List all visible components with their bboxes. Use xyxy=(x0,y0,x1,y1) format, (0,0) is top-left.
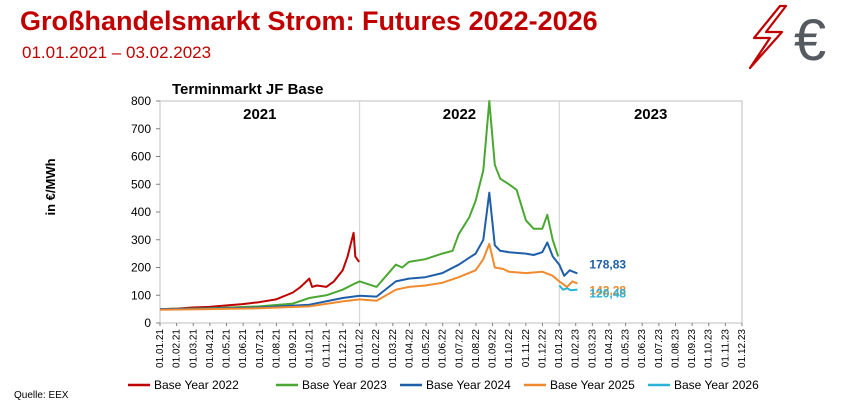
page-title: Großhandelsmarkt Strom: Futures 2022-202… xyxy=(20,6,598,36)
y-tick-label: 700 xyxy=(131,122,151,136)
euro-symbol: € xyxy=(794,8,826,70)
legend-label: Base Year 2026 xyxy=(674,378,759,392)
legend-label: Base Year 2022 xyxy=(154,378,239,392)
y-tick-label: 500 xyxy=(131,177,151,191)
x-tick-label: 01.05.23 xyxy=(621,329,632,368)
y-tick-label: 200 xyxy=(131,261,151,275)
plot-frame xyxy=(159,100,743,324)
series-line-base-year-2026 xyxy=(558,284,578,292)
x-tick-label: 01.05.22 xyxy=(421,329,432,368)
series-line-base-year-2022 xyxy=(159,231,360,311)
y-tick-label: 600 xyxy=(131,150,151,164)
chart-title: Terminmarkt JF Base xyxy=(172,81,323,98)
lightning-euro-icon: € xyxy=(748,4,826,70)
chart-legend: Base Year 2022 Base Year 2023 Base Year 20… xyxy=(128,378,759,392)
x-tick-label: 01.12.23 xyxy=(737,329,748,368)
x-tick-label: 01.09.23 xyxy=(687,329,698,368)
x-tick-label: 01.10.23 xyxy=(704,329,715,368)
x-tick-label: 01.04.21 xyxy=(205,329,216,368)
x-tick-label: 01.06.23 xyxy=(637,329,648,368)
legend-label: Base Year 2025 xyxy=(550,378,635,392)
x-tick-label: 01.09.22 xyxy=(488,329,499,368)
series-line-base-year-2025 xyxy=(159,242,578,311)
y-tick-label: 800 xyxy=(131,94,151,108)
end-value-label: 178,83 xyxy=(589,257,626,271)
x-tick-label: 01.11.22 xyxy=(521,329,532,368)
year-label: 2021 xyxy=(243,106,276,123)
x-tick-label: 01.05.21 xyxy=(222,329,233,368)
x-tick-label: 01.01.23 xyxy=(554,329,565,368)
y-tick-label: 400 xyxy=(131,205,151,219)
x-tick-label: 01.08.23 xyxy=(670,329,681,368)
x-tick-label: 01.07.21 xyxy=(255,329,266,368)
x-tick-label: 01.07.22 xyxy=(454,329,465,368)
series-line-base-year-2023 xyxy=(159,100,560,311)
year-label: 2022 xyxy=(443,106,476,123)
x-tick-label: 01.08.21 xyxy=(271,329,282,368)
page-subtitle: 01.01.2021 – 03.02.2023 xyxy=(22,43,212,62)
lightning-bolt-icon xyxy=(748,4,788,70)
end-value-label: 120,48 xyxy=(589,287,626,301)
x-tick-label: 01.10.21 xyxy=(305,329,316,368)
x-tick-label: 01.01.21 xyxy=(155,329,166,368)
plot-area: 0 100 200 300 400 500 600 700 800 2021 2022 2023 01.… xyxy=(131,94,748,368)
x-tick-label: 01.12.22 xyxy=(537,329,548,368)
x-tick-label: 01.03.22 xyxy=(388,329,399,368)
x-tick-label: 01.02.22 xyxy=(371,329,382,368)
y-tick-label: 0 xyxy=(144,316,151,330)
legend-label: Base Year 2023 xyxy=(302,378,387,392)
year-label: 2023 xyxy=(634,106,667,123)
x-tick-label: 01.06.22 xyxy=(438,329,449,368)
y-tick-label: 100 xyxy=(131,288,151,302)
x-tick-label: 01.09.21 xyxy=(288,329,299,368)
x-tick-label: 01.04.23 xyxy=(604,329,615,368)
x-tick-label: 01.07.23 xyxy=(654,329,665,368)
x-tick-label: 01.01.22 xyxy=(355,329,366,368)
x-tick-label: 01.11.23 xyxy=(720,329,731,368)
x-tick-label: 01.02.23 xyxy=(571,329,582,368)
x-tick-label: 01.10.22 xyxy=(504,329,515,368)
x-tick-label: 01.06.21 xyxy=(238,329,249,368)
x-tick-label: 01.04.22 xyxy=(404,329,415,368)
x-tick-label: 01.11.21 xyxy=(321,329,332,368)
series-line-base-year-2024 xyxy=(159,191,578,311)
x-tick-label: 01.12.21 xyxy=(338,329,349,368)
y-axis-label: in €/MWh xyxy=(43,158,58,215)
legend-label: Base Year 2024 xyxy=(426,378,511,392)
x-tick-label: 01.08.22 xyxy=(471,329,482,368)
x-tick-label: 01.02.21 xyxy=(172,329,183,368)
x-tick-label: 01.03.23 xyxy=(587,329,598,368)
y-tick-label: 300 xyxy=(131,233,151,247)
source-note: Quelle: EEX xyxy=(14,390,69,401)
end-value-label: 142,28 xyxy=(589,284,626,298)
x-tick-label: 01.03.21 xyxy=(188,329,199,368)
